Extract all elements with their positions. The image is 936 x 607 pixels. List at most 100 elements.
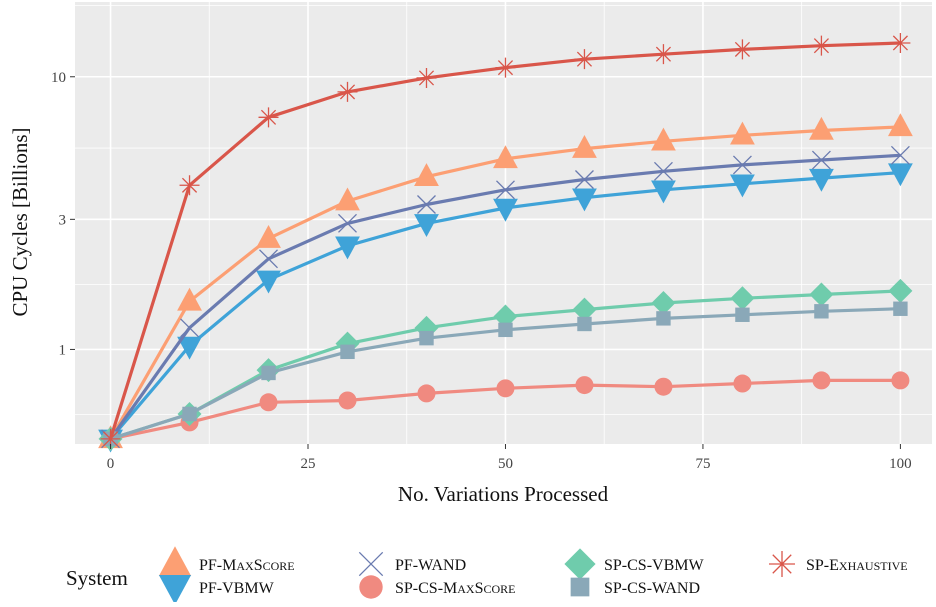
- legend-key-pf-vbmw: [158, 574, 192, 605]
- data-point: [496, 379, 515, 398]
- legend-key-sp-cs-maxscore: [359, 575, 383, 599]
- data-point: [337, 81, 358, 102]
- x-tick-label: 75: [695, 456, 710, 472]
- data-point: [888, 163, 913, 187]
- data-point: [493, 145, 518, 169]
- legend-key-sp-cs-vbmw: [564, 548, 596, 580]
- data-point: [651, 127, 676, 151]
- data-point: [419, 330, 434, 346]
- data-point: [335, 236, 360, 260]
- data-point: [177, 287, 202, 311]
- data-point: [256, 224, 281, 248]
- data-point: [814, 304, 829, 319]
- data-point: [577, 316, 592, 332]
- data-point: [811, 150, 831, 170]
- legend-label-sp-cs-wand: SP-CS-WAND: [604, 580, 700, 597]
- data-point: [888, 113, 913, 137]
- data-point: [653, 161, 673, 181]
- data-point: [179, 175, 200, 196]
- legend-item-sp-cs-vbmw: SP-CS-VBMW: [564, 548, 704, 580]
- data-point: [890, 32, 911, 53]
- data-point: [733, 374, 752, 393]
- data-point: [574, 49, 595, 70]
- data-point: [340, 344, 355, 360]
- data-point: [812, 371, 831, 390]
- legend: System PF-MAXSCORE PF-VBMW PF-WAND SP-CS-MA…: [66, 546, 908, 605]
- y-axis-title: CPU Cycles [Billions]: [8, 127, 32, 316]
- data-point: [256, 270, 281, 294]
- data-point: [414, 214, 439, 237]
- y-tick-label: 10: [51, 70, 66, 86]
- data-point: [651, 180, 676, 204]
- data-point: [572, 188, 597, 212]
- data-point: [417, 195, 436, 214]
- data-point: [730, 174, 755, 198]
- data-point: [654, 377, 673, 396]
- data-point: [177, 336, 202, 360]
- data-point: [259, 393, 278, 412]
- data-point: [261, 365, 276, 381]
- data-point: [335, 187, 360, 211]
- data-point: [182, 406, 197, 422]
- series-pf-maxscore: [98, 113, 913, 449]
- data-point: [258, 107, 279, 128]
- data-point: [416, 67, 437, 88]
- data-point: [338, 213, 357, 233]
- data-point: [259, 249, 278, 269]
- data-point: [893, 301, 908, 316]
- x-axis-title: No. Variations Processed: [398, 482, 609, 506]
- legend-key-sp-exhaustive: [769, 551, 795, 577]
- data-point: [496, 180, 515, 200]
- plot-background: [75, 2, 932, 444]
- legend-label-sp-exhaustive: SP-EXHAUSTIVE: [806, 557, 908, 574]
- data-point: [888, 278, 913, 303]
- data-point: [809, 282, 834, 307]
- data-point: [495, 57, 516, 78]
- data-point: [891, 371, 910, 390]
- x-tick-label: 50: [498, 456, 513, 472]
- data-point: [180, 318, 199, 338]
- data-point: [338, 391, 357, 410]
- data-point: [414, 163, 439, 186]
- data-point: [730, 286, 755, 311]
- y-tick-label: 1: [59, 342, 67, 358]
- data-point: [417, 384, 436, 403]
- legend-key-pf-maxscore: [158, 546, 192, 577]
- data-point: [493, 198, 518, 222]
- data-point: [651, 291, 676, 316]
- data-point: [735, 307, 750, 322]
- legend-key-sp-cs-wand: [570, 577, 590, 597]
- legend-label-pf-wand: PF-WAND: [395, 557, 466, 574]
- legend-key-pf-wand: [358, 551, 384, 577]
- series-sp-exhaustive: [100, 32, 911, 449]
- data-point: [572, 297, 597, 322]
- data-point: [575, 170, 594, 189]
- data-point: [656, 311, 671, 326]
- data-point: [730, 121, 755, 145]
- series-sp-cs-wand: [103, 301, 908, 447]
- legend-item-pf-maxscore: PF-MAXSCORE: [158, 546, 295, 577]
- grid-lines: [75, 2, 932, 444]
- data-point: [809, 168, 834, 192]
- data-point: [732, 39, 753, 60]
- x-tick-label: 25: [301, 456, 316, 472]
- legend-item-sp-cs-wand: SP-CS-WAND: [570, 577, 700, 597]
- legend-label-pf-maxscore: PF-MAXSCORE: [199, 557, 295, 574]
- y-tick-label: 3: [59, 212, 67, 228]
- legend-title: System: [66, 566, 128, 590]
- data-point: [572, 134, 597, 158]
- data-point: [809, 116, 834, 140]
- data-point: [498, 322, 513, 338]
- data-point: [100, 428, 121, 449]
- x-tick-label: 100: [889, 456, 912, 472]
- data-point: [493, 304, 518, 329]
- legend-label-pf-vbmw: PF-VBMW: [199, 580, 275, 597]
- plot-panel: [75, 2, 932, 444]
- data-point: [890, 145, 910, 165]
- legend-item-pf-vbmw: PF-VBMW: [158, 574, 275, 605]
- legend-label-sp-cs-vbmw: SP-CS-VBMW: [604, 557, 704, 574]
- axes: 0 25 50 75 100 1 3 10: [51, 70, 912, 472]
- legend-item-sp-cs-maxscore: SP-CS-MAXSCORE: [359, 575, 516, 599]
- data-point: [811, 35, 832, 56]
